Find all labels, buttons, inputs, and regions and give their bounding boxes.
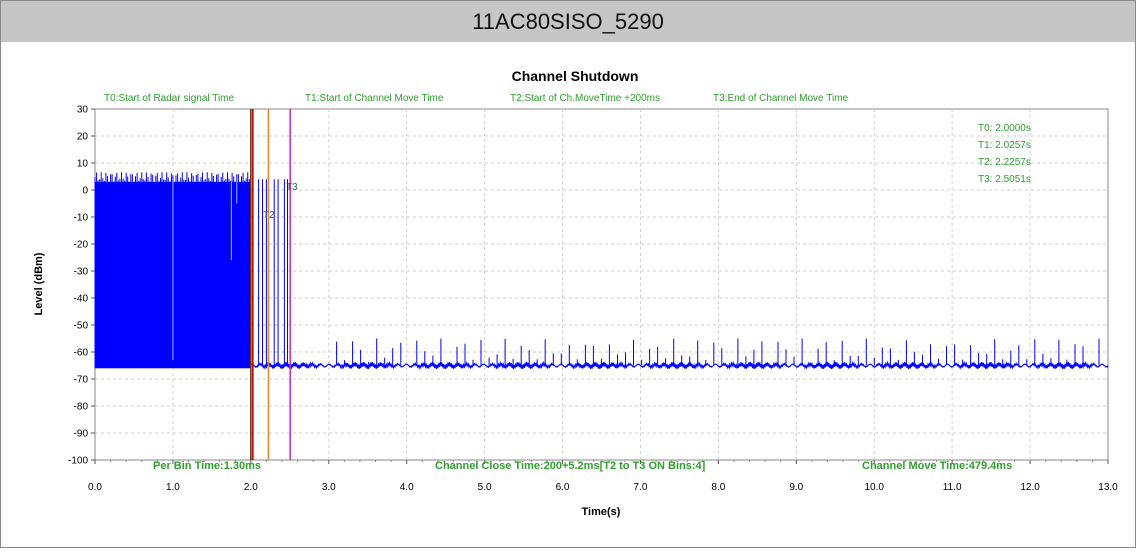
y-tick-label: 10 [77,159,89,170]
y-tick-label: -60 [74,348,89,359]
y-tick-label: -40 [74,294,89,305]
per-bin-time-label: Per Bin Time:1.30ms [153,460,261,472]
x-tick-label: 1.0 [166,482,180,493]
x-tick-label: 4.0 [400,482,414,493]
legend-t0-label: T0:Start of Radar signal Time [104,93,234,104]
legend-t2-label: T2:Start of Ch.MoveTime +200ms [510,93,660,104]
y-tick-label: 0 [82,186,88,197]
chart-title: Channel Shutdown [512,68,639,84]
x-tick-label: 7.0 [634,482,648,493]
x-axis-ticks: 0.0 1.0 2.0 3.0 4.0 5.0 6.0 7.0 8.0 9.0 10.0 11.0 12… [88,460,1118,493]
y-tick-label: -10 [74,213,89,224]
time-readout-t3: T3: 2.5051s [978,174,1031,185]
marker-label-t2: T2 [263,210,275,221]
signal-burst-lines [94,172,288,369]
x-tick-label: 3.0 [322,482,336,493]
y-tick-label: 30 [77,105,89,116]
x-tick-label: 5.0 [478,482,492,493]
y-tick-label: -80 [74,402,89,413]
noise-spikes [336,338,1100,366]
channel-close-time-label: Channel Close Time:200+5.2ms[T2 to T3 ON… [435,460,706,472]
channel-shutdown-chart: Channel Shutdown T0:Start of Radar signa… [33,68,1118,518]
chart-window-title: 11AC80SISO_5290 [0,0,1136,43]
y-tick-label: -100 [68,456,88,467]
plot-area [94,108,1109,461]
x-tick-label: 8.0 [711,482,725,493]
y-tick-label: -90 [74,429,89,440]
chart-frame: Channel Shutdown T0:Start of Radar signa… [0,42,1136,548]
y-tick-label: 20 [77,132,89,143]
x-tick-label: 0.0 [88,482,102,493]
legend-t1-label: T1:Start of Channel Move Time [305,93,444,104]
y-axis-ticks: 30 20 10 0 -10 -20 -30 -40 -50 -60 -70 -80 -90 -100 [68,105,95,467]
time-readout-t2: T2: 2.2257s [978,157,1031,168]
channel-move-time-label: Channel Move Time:479.4ms [862,460,1012,472]
y-tick-label: -50 [74,321,89,332]
time-readout-t0: T0: 2.0000s [978,123,1031,134]
x-tick-label: 11.0 [943,482,962,493]
x-tick-label: 6.0 [556,482,570,493]
y-tick-label: -30 [74,267,89,278]
time-readout-t1: T1: 2.0257s [978,140,1031,151]
y-axis-label: Level (dBm) [33,252,45,315]
x-tick-label: 10.0 [864,482,884,493]
x-tick-label: 9.0 [789,482,803,493]
x-tick-label: 13.0 [1098,482,1118,493]
time-marker-lines [250,109,292,460]
noise-floor-line [250,360,1109,371]
series-layer [94,172,1109,371]
x-axis-label: Time(s) [582,506,621,518]
marker-label-t3: T3 [286,182,298,193]
x-tick-label: 12.0 [1020,482,1040,493]
y-tick-label: -70 [74,375,89,386]
legend-t3-label: T3:End of Channel Move Time [713,93,849,104]
y-tick-label: -20 [74,240,89,251]
x-tick-label: 2.0 [244,482,258,493]
